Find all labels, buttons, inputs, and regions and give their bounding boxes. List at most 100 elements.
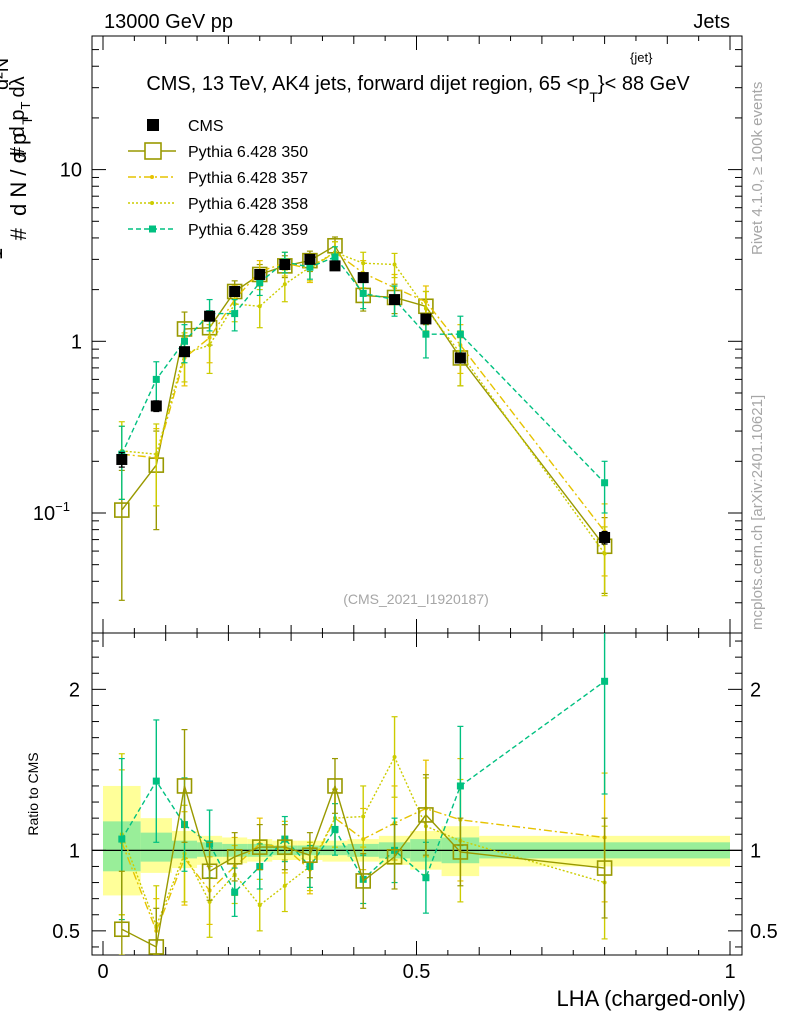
- main-point-cms: [389, 294, 401, 306]
- main-point-pythia-6-428-359: [331, 253, 339, 261]
- main-point-pythia-6-428-359: [601, 479, 609, 487]
- legend-pythia-6-428-358-label: Pythia 6.428 358: [188, 196, 308, 213]
- main-ytick-label: 10: [60, 160, 82, 182]
- ratio-point-pythia-6-428-358: [207, 899, 212, 904]
- ratio-point-pythia-6-428-359: [601, 677, 609, 685]
- main-point-pythia-6-428-358: [423, 306, 428, 311]
- legend-cms-label: CMS: [188, 118, 224, 135]
- ratio-ytick-label-right: 2: [750, 679, 761, 701]
- main-ytick-label: 1: [71, 331, 82, 353]
- main-line-pythia-6-428-359: [121, 256, 606, 484]
- main-point-pythia-6-428-359: [422, 330, 430, 338]
- main-point-cms: [204, 310, 216, 322]
- plot-title-sup: {jet}: [630, 50, 653, 65]
- main-point-pythia-6-428-359: [456, 330, 464, 338]
- ratio-point-pythia-6-428-358: [392, 754, 397, 759]
- ratio-ytick-label: 2: [69, 679, 80, 701]
- y-label-top: d²N: [0, 58, 13, 90]
- ratio-point-pythia-6-428-359: [152, 777, 160, 785]
- main-point-cms: [229, 286, 241, 298]
- xtick-label: 0: [97, 961, 108, 983]
- legend-pythia-6-428-359-marker: [149, 225, 156, 233]
- main-point-pythia-6-428-359: [306, 263, 314, 271]
- y-label-text: # d N / d p T 1: [0, 110, 37, 260]
- ratio-ytick-label: 1: [69, 840, 80, 862]
- main-point-cms: [116, 453, 128, 465]
- plot-title: CMS, 13 TeV, AK4 jets, forward dijet reg…: [146, 73, 690, 105]
- energy-label: 13000 GeV pp: [104, 11, 233, 33]
- legend-pythia-6-428-357-label: Pythia 6.428 357: [188, 170, 308, 187]
- plot-title-sub: T: [589, 89, 598, 105]
- ratio-ytick-label-right: 1: [750, 840, 761, 862]
- main-point-pythia-6-428-358: [361, 261, 366, 266]
- legend-pythia-6-428-358-marker: [150, 201, 154, 205]
- main-ytick-label-exp: −1: [55, 499, 70, 514]
- legend-pythia-6-428-350-label: Pythia 6.428 350: [188, 144, 308, 161]
- ratio-point-pythia-6-428-358: [257, 903, 262, 908]
- legend-pythia-6-428-350-marker: [144, 142, 162, 160]
- ratio-series: [114, 633, 613, 955]
- main-point-pythia-6-428-358: [282, 282, 287, 287]
- main-line-pythia-6-428-357: [121, 251, 606, 532]
- main-ytick-label: 10−1: [33, 499, 70, 525]
- ratio-point-pythia-6-428-350: [251, 839, 268, 855]
- ratio-line-pythia-6-428-359: [121, 680, 606, 894]
- main-point-pythia-6-428-358: [154, 452, 159, 457]
- ratio-point-pythia-6-428-359: [422, 874, 430, 882]
- ratio-point-pythia-6-428-359: [456, 782, 464, 790]
- y-label-deriv: # d pTdλ: [7, 76, 33, 158]
- main-point-pythia-6-428-358: [257, 304, 262, 309]
- main-y-axis-label: # d N / d p T 1 # d pTdλ d²N: [0, 58, 37, 260]
- main-point-pythia-6-428-359: [359, 289, 367, 297]
- legend: CMS Pythia 6.428 350 Pythia 6.428 357 Pythi…: [128, 118, 308, 239]
- ratio-ytick-label-right: 0.5: [750, 921, 778, 943]
- main-point-pythia-6-428-358: [207, 343, 212, 348]
- ratio-point-pythia-6-428-359: [331, 825, 339, 833]
- ratio-point-pythia-6-428-350: [114, 921, 130, 938]
- ratio-point-pythia-6-428-350: [452, 844, 469, 860]
- ratio-point-pythia-6-428-350: [201, 863, 218, 880]
- analysis-id: (CMS_2021_I1920187): [343, 591, 489, 607]
- main-point-pythia-6-428-359: [231, 310, 239, 318]
- ratio-y-axis-label: Ratio to CMS: [25, 752, 41, 835]
- ratio-point-pythia-6-428-358: [361, 814, 366, 819]
- main-plot: 10−1 1 10: [33, 35, 742, 634]
- main-point-cms: [420, 313, 432, 325]
- mcplots-label: mcplots.cern.ch [arXiv:2401.10621]: [749, 395, 766, 630]
- plot-title-main: CMS, 13 TeV, AK4 jets, forward dijet reg…: [146, 73, 589, 95]
- main-point-cms: [329, 260, 341, 272]
- main-point-cms: [150, 400, 162, 412]
- ratio-point-pythia-6-428-359: [231, 888, 239, 896]
- ratio-line-pythia-6-428-358: [121, 755, 605, 928]
- ratio-line-pythia-6-428-357: [121, 807, 605, 933]
- xtick-label: 1: [724, 961, 735, 983]
- ratio-point-pythia-6-428-358: [282, 883, 287, 888]
- ratio-point-pythia-6-428-350: [302, 847, 318, 863]
- main-point-cms: [254, 268, 266, 280]
- main-point-pythia-6-428-350: [114, 502, 130, 518]
- main-point-pythia-6-428-359: [152, 375, 160, 383]
- ratio-point-pythia-6-428-350: [355, 873, 372, 889]
- process-label: Jets: [693, 11, 730, 33]
- ratio-plot-frame: [91, 632, 743, 956]
- ratio-point-pythia-6-428-350: [418, 807, 434, 823]
- ratio-point-pythia-6-428-350: [148, 939, 165, 955]
- ratio-point-pythia-6-428-350: [386, 848, 403, 865]
- legend-pythia-6-428-357-marker: [150, 175, 154, 179]
- main-point-cms: [179, 346, 191, 358]
- main-point-pythia-6-428-359: [256, 279, 264, 287]
- xtick-label: 0.5: [403, 961, 431, 983]
- main-point-cms: [279, 259, 291, 271]
- legend-pythia-6-428-359-label: Pythia 6.428 359: [188, 222, 308, 239]
- main-point-pythia-6-428-358: [392, 262, 397, 267]
- ratio-plot: 0.5 0.5 1 1 2 2 0 0.5 1: [52, 633, 778, 983]
- ratio-point-pythia-6-428-350: [327, 778, 343, 794]
- ratio-point-pythia-6-428-350: [277, 839, 293, 855]
- main-point-pythia-6-428-358: [602, 551, 607, 556]
- ratio-point-pythia-6-428-350: [176, 778, 193, 794]
- main-point-cms: [304, 253, 316, 265]
- legend-cms-marker: [147, 119, 159, 131]
- ratio-point-pythia-6-428-350: [596, 860, 613, 876]
- ratio-point-pythia-6-428-359: [118, 835, 126, 843]
